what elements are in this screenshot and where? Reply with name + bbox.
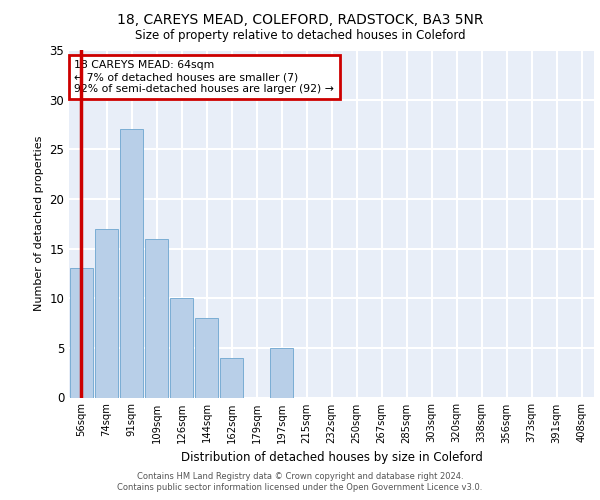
Bar [195,318,218,398]
Bar [120,130,143,398]
Bar [145,238,168,398]
Bar [270,348,293,398]
Bar [170,298,193,398]
Text: 18, CAREYS MEAD, COLEFORD, RADSTOCK, BA3 5NR: 18, CAREYS MEAD, COLEFORD, RADSTOCK, BA3… [117,12,483,26]
Text: Contains public sector information licensed under the Open Government Licence v3: Contains public sector information licen… [118,483,482,492]
Bar [95,228,118,398]
Text: Size of property relative to detached houses in Coleford: Size of property relative to detached ho… [134,29,466,42]
Bar [220,358,243,398]
Text: Contains HM Land Registry data © Crown copyright and database right 2024.: Contains HM Land Registry data © Crown c… [137,472,463,481]
X-axis label: Distribution of detached houses by size in Coleford: Distribution of detached houses by size … [181,451,482,464]
Text: 18 CAREYS MEAD: 64sqm
← 7% of detached houses are smaller (7)
92% of semi-detach: 18 CAREYS MEAD: 64sqm ← 7% of detached h… [74,60,334,94]
Y-axis label: Number of detached properties: Number of detached properties [34,136,44,312]
Bar [70,268,93,398]
